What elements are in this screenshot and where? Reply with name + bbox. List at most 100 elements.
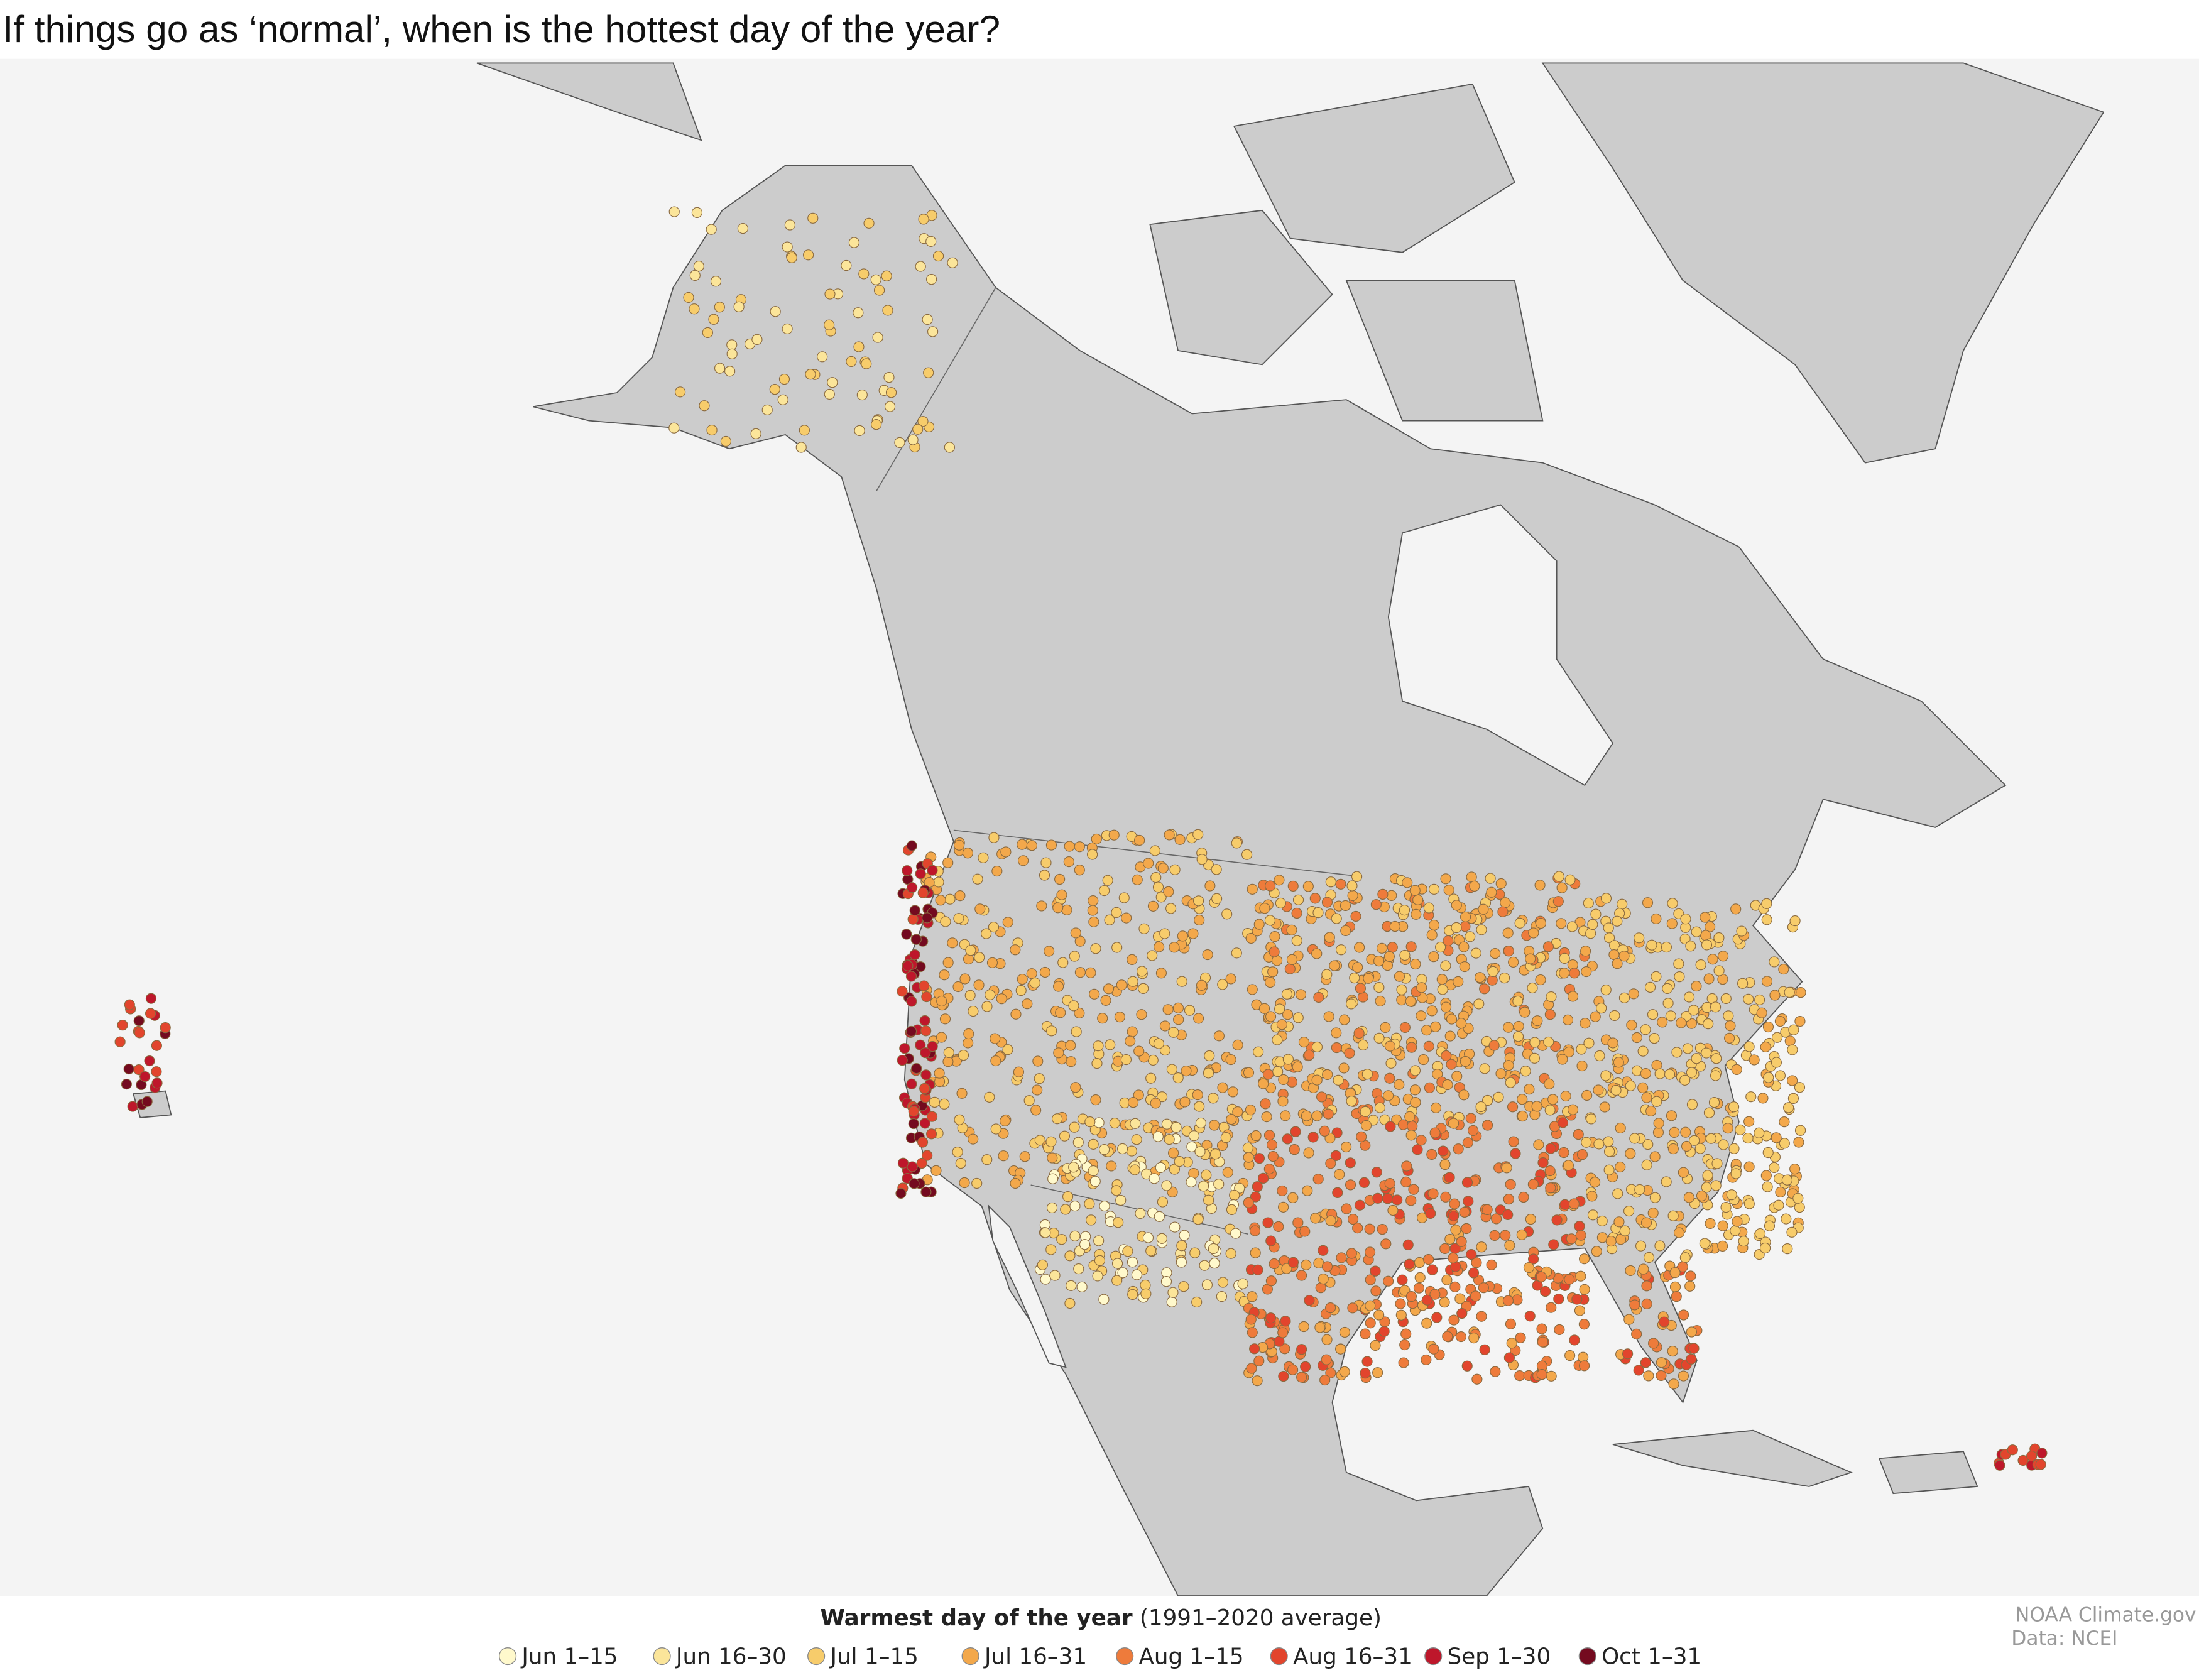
station-dot (1194, 1146, 1206, 1157)
station-dot (1787, 1093, 1799, 1104)
station-dot (1416, 1010, 1427, 1022)
station-dot (1111, 942, 1123, 953)
station-dot (1671, 1047, 1683, 1058)
station-dot (1427, 1264, 1438, 1275)
station-dot (1558, 1147, 1569, 1159)
station-dot (1188, 1130, 1200, 1142)
station-dot (1679, 1074, 1691, 1086)
station-dot (990, 1033, 1001, 1044)
station-dot (899, 1043, 910, 1054)
station-dot (1544, 1165, 1556, 1177)
station-dot (1754, 1228, 1766, 1240)
station-dot (991, 865, 1003, 877)
station-dot (1189, 1247, 1201, 1258)
station-dot (1554, 1324, 1565, 1336)
station-dot (1295, 989, 1307, 1000)
station-dot (1172, 1072, 1184, 1084)
station-dot (1174, 1155, 1185, 1167)
station-dot (1412, 1144, 1423, 1155)
station-dot (1253, 1153, 1265, 1164)
station-dot (1439, 1297, 1450, 1308)
station-dot (1569, 1334, 1580, 1346)
station-dot (1017, 839, 1028, 850)
station-dot (807, 212, 819, 224)
station-dot (1272, 1034, 1283, 1045)
station-dot (1061, 904, 1072, 915)
station-dot (1458, 1089, 1470, 1101)
station-dot (1532, 1015, 1543, 1027)
station-dot (1490, 947, 1501, 959)
station-dot (1502, 1295, 1514, 1306)
station-dot (1397, 1274, 1408, 1285)
station-dot (1036, 900, 1047, 912)
station-dot (1296, 1372, 1307, 1383)
station-dot (923, 367, 934, 378)
station-dot (1396, 995, 1407, 1006)
station-dot (1195, 1117, 1206, 1129)
station-dot (1111, 1258, 1123, 1269)
station-dot (1594, 1050, 1605, 1062)
station-dot (915, 261, 926, 272)
station-dot (1370, 1285, 1382, 1297)
station-dot (1513, 1020, 1524, 1032)
station-dot (1177, 930, 1188, 942)
station-dot (1208, 1120, 1220, 1131)
station-dot (1613, 1216, 1625, 1228)
station-dot (1345, 1157, 1356, 1169)
station-dot (1062, 1191, 1074, 1203)
station-dot (2017, 1454, 2029, 1466)
station-dot (1304, 1049, 1315, 1061)
station-dot (1502, 1209, 1514, 1220)
station-dot (724, 366, 736, 377)
station-dot (968, 1005, 979, 1017)
station-dot (1246, 1363, 1257, 1374)
station-dot (1088, 1138, 1099, 1150)
station-dot (1296, 1344, 1307, 1355)
station-dot (1441, 1274, 1453, 1285)
station-dot (1298, 1037, 1310, 1048)
station-dot (683, 292, 694, 303)
station-dot (1109, 1118, 1120, 1129)
station-dot (1468, 1333, 1480, 1344)
station-dot (1503, 1022, 1514, 1033)
station-dot (1700, 912, 1711, 923)
station-dot (922, 1150, 933, 1161)
station-dot (1098, 1294, 1110, 1305)
station-dot (1774, 1070, 1786, 1081)
station-dot (145, 1008, 156, 1019)
station-dot (1518, 1191, 1529, 1203)
station-dot (881, 270, 892, 281)
station-dot (1535, 974, 1546, 986)
station-dot (1725, 1020, 1736, 1032)
station-dot (1253, 1355, 1265, 1366)
station-dot (1321, 1354, 1332, 1365)
station-dot (963, 1028, 974, 1040)
station-dot (1564, 1350, 1576, 1361)
station-dot (1405, 1130, 1417, 1141)
station-dot (1131, 1269, 1142, 1280)
station-dot (1250, 1130, 1262, 1142)
station-dot (1166, 1296, 1177, 1307)
station-dot (1682, 1043, 1693, 1054)
station-dot (1398, 1357, 1409, 1368)
station-dot (1196, 854, 1208, 865)
station-dot (939, 969, 950, 981)
station-dot (1209, 1148, 1221, 1160)
station-dot (1441, 1050, 1452, 1062)
station-dot (872, 332, 883, 343)
station-dot (1633, 1365, 1644, 1376)
station-dot (1373, 956, 1385, 967)
station-dot (1587, 1209, 1599, 1221)
station-dot (1678, 1370, 1689, 1382)
station-dot (1292, 1217, 1304, 1228)
station-dot (1360, 1328, 1371, 1339)
station-dot (1543, 1036, 1554, 1048)
station-dot (1578, 1319, 1590, 1330)
station-dot (1399, 949, 1411, 961)
station-dot (726, 348, 738, 359)
station-dot (1556, 882, 1568, 893)
station-dot (1056, 889, 1067, 900)
station-dot (908, 1106, 919, 1117)
station-dot (1232, 1039, 1243, 1050)
station-dot (1070, 1082, 1081, 1093)
